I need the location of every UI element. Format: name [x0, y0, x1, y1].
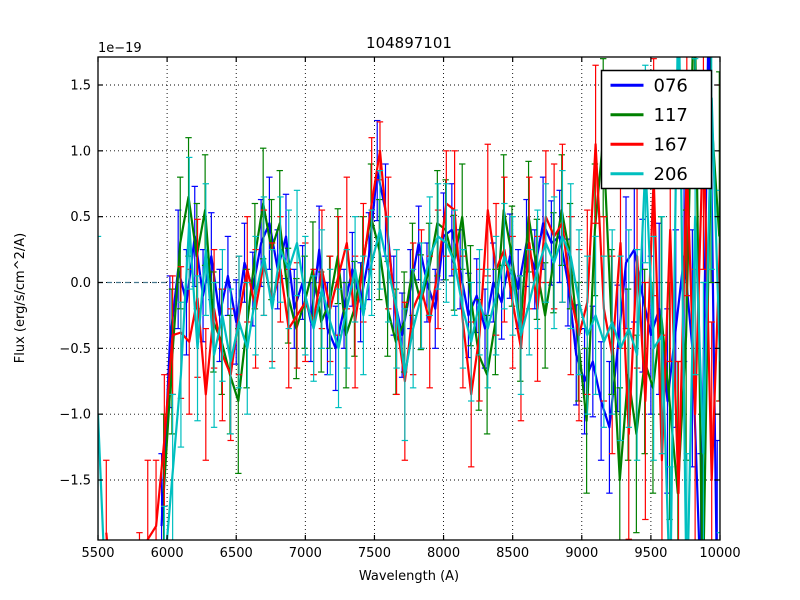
x-tick-label: 10000 — [699, 546, 740, 561]
x-tick-label: 7000 — [289, 546, 322, 561]
y-axis-offset-text: 1e−19 — [98, 41, 142, 56]
tick-marks — [97, 57, 721, 540]
y-tick-label: 1.0 — [70, 144, 91, 159]
y-tick-label: −0.5 — [59, 342, 91, 357]
x-tick-label: 9000 — [565, 546, 598, 561]
legend-entry-label: 076 — [654, 75, 688, 96]
x-tick-label: 7500 — [358, 546, 391, 561]
y-tick-label: 0.5 — [70, 210, 91, 225]
x-tick-label: 5500 — [81, 546, 114, 561]
x-tick-label: 9500 — [634, 546, 667, 561]
plot-border — [97, 56, 721, 541]
y-tick-label: −1.5 — [59, 474, 91, 489]
series-line-206 — [98, 57, 720, 540]
x-axis-label: Wavelength (A) — [359, 569, 459, 584]
legend-box — [600, 69, 713, 190]
legend-entry-label: 167 — [654, 134, 688, 155]
y-tick-label: 1.5 — [70, 78, 91, 93]
y-tick-label: 0.0 — [70, 276, 91, 291]
tick-labels: 5500 6000 6500 7000 7500 8000 8500 9000 9500 1000… — [59, 78, 740, 561]
y-axis-label: Flux (erg/s/cm^2/A) — [13, 233, 28, 363]
legend: 076 117 167 206 — [600, 69, 713, 190]
plot-title: 104897101 — [366, 34, 452, 52]
series-line-076 — [160, 57, 718, 540]
legend-entry-label: 206 — [654, 164, 688, 185]
legend-entry-label: 117 — [654, 105, 688, 126]
x-tick-label: 6500 — [220, 546, 253, 561]
x-tick-label: 8500 — [496, 546, 529, 561]
x-tick-label: 8000 — [427, 546, 460, 561]
x-tick-label: 6000 — [151, 546, 184, 561]
y-tick-label: −1.0 — [59, 408, 91, 423]
